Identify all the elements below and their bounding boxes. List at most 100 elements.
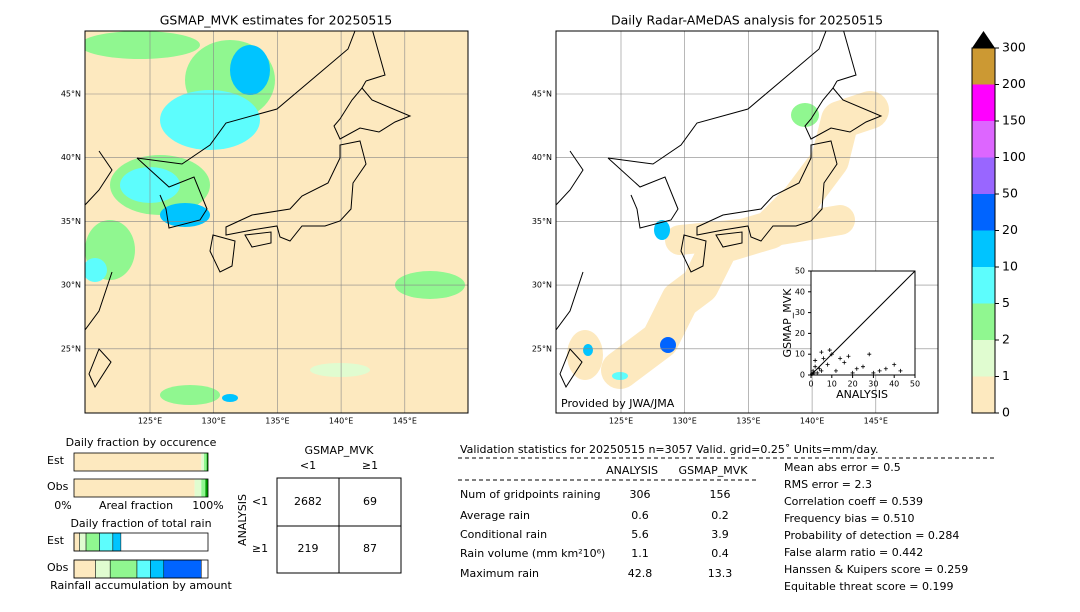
- colorbar-segment: [972, 157, 995, 194]
- scatter-point: [829, 352, 834, 357]
- colorbar-segment: [972, 194, 995, 231]
- lat-label: 30°N: [61, 281, 81, 290]
- col-label: <1: [300, 459, 316, 472]
- bar-frame: [73, 452, 209, 472]
- bar-segment: [201, 479, 206, 497]
- graticule: 45°N 40°N 35°N 30°N 25°N 125°E 130°E 135°E 140°E…: [61, 31, 468, 426]
- score: Correlation coeff = 0.539: [784, 495, 923, 508]
- score: RMS error = 2.3: [784, 478, 872, 491]
- bar-segment: [205, 479, 208, 497]
- col-title: GSMAP_MVK: [305, 444, 375, 457]
- bar-segment: [112, 532, 122, 552]
- x-tick-label: 10: [827, 380, 837, 389]
- colorbar-segment: [972, 84, 995, 121]
- colorbar-segment: [972, 340, 995, 377]
- y-tick-label: 0: [800, 371, 805, 380]
- x-tick-label: 0: [808, 380, 813, 389]
- scatter-point: [811, 368, 816, 373]
- bar-segment: [73, 532, 80, 552]
- colorbar-segment: [972, 121, 995, 158]
- score: Hanssen & Kuipers score = 0.259: [784, 563, 968, 576]
- lon-label: 135°E: [265, 417, 289, 426]
- colorbar-label: 1: [1002, 368, 1010, 383]
- lat-label: 35°N: [61, 217, 81, 226]
- lat-label: 25°N: [61, 344, 81, 353]
- scatter-point: [883, 366, 888, 371]
- bar-segment: [203, 453, 207, 471]
- y-tick-label: 50: [795, 267, 805, 276]
- col-header: GSMAP_MVK: [679, 464, 749, 477]
- bar-segment: [163, 559, 202, 579]
- stats-header: Validation statistics for 20250515 n=305…: [460, 443, 879, 456]
- colorbar-segment: [972, 230, 995, 267]
- lon-label: 125°E: [609, 417, 633, 426]
- lat-label: 45°N: [532, 90, 552, 99]
- colorbar-segment: [972, 303, 995, 340]
- lat-label: 30°N: [532, 281, 552, 290]
- axis-label: 0%: [54, 499, 71, 512]
- lon-label: 135°E: [736, 417, 760, 426]
- scatter-point: [819, 368, 824, 373]
- value: 156: [710, 488, 731, 501]
- axis-label: Areal fraction: [99, 499, 173, 512]
- lon-label: 145°E: [393, 417, 417, 426]
- value: 42.8: [628, 567, 653, 580]
- row-label: Est: [47, 454, 65, 467]
- scatter-point: [861, 364, 865, 369]
- value: 1.1: [631, 547, 649, 560]
- scatter-point: [871, 370, 876, 375]
- scatter-point: [827, 348, 832, 353]
- score: False alarm ratio = 0.442: [784, 546, 923, 559]
- scatter-point: [821, 356, 826, 361]
- colorbar-label: 150: [1002, 113, 1026, 128]
- colorbar-label: 20: [1002, 222, 1018, 237]
- scatter-point: [898, 368, 903, 373]
- scatter-point: [854, 366, 859, 371]
- diagonal: [810, 270, 916, 376]
- statistics: Validation statistics for 20250515 n=305…: [458, 443, 996, 593]
- row-label: Rain volume (mm km²10⁶): [460, 547, 605, 560]
- score: Frequency bias = 0.510: [784, 512, 915, 525]
- rain-field: [567, 91, 889, 389]
- col-header: ANALYSIS: [606, 464, 658, 477]
- value: 0.6: [631, 509, 649, 522]
- credit: Provided by JWA/JMA: [561, 397, 675, 410]
- scatter-point: [838, 356, 843, 361]
- row-label: Obs: [47, 561, 69, 574]
- value: 0.4: [711, 547, 729, 560]
- scatter-point: [815, 370, 820, 375]
- axis-label: 100%: [192, 499, 223, 512]
- cell: 69: [363, 495, 377, 508]
- x-tick-label: 20: [848, 380, 858, 389]
- lon-label: 130°E: [673, 417, 697, 426]
- row-label: <1: [252, 495, 268, 508]
- contingency-table: GSMAP_MVK <1 ≥1 ANALYSIS <1 ≥1 2682 69 2…: [236, 444, 402, 574]
- cell: 219: [298, 542, 319, 555]
- score: Equitable threat score = 0.199: [784, 580, 953, 593]
- bar-segment: [194, 479, 202, 497]
- bar-segment: [85, 532, 100, 552]
- lon-label: 130°E: [202, 417, 226, 426]
- lat-label: 35°N: [532, 217, 552, 226]
- scatter-point: [810, 371, 815, 376]
- lat-label: 40°N: [61, 153, 81, 162]
- scatter-point: [850, 370, 855, 375]
- y-tick-label: 20: [795, 329, 805, 338]
- map-frame: [555, 30, 939, 414]
- bar-segment: [73, 559, 96, 579]
- bar-segment: [95, 559, 111, 579]
- scatter-point: [817, 366, 822, 371]
- scatter-point: [813, 364, 818, 369]
- value: 0.2: [711, 509, 729, 522]
- row-label: ≥1: [252, 542, 268, 555]
- colorbar-label: 50: [1002, 186, 1018, 201]
- row-label: Conditional rain: [460, 528, 547, 541]
- bar-frame: [73, 478, 209, 498]
- row-label: Average rain: [460, 509, 530, 522]
- colorbar-label: 5: [1002, 295, 1010, 310]
- bar-segment: [150, 559, 165, 579]
- value: 13.3: [708, 567, 733, 580]
- lon-label: 145°E: [864, 417, 888, 426]
- colorbar: 0 1 2 5 10 20 50 100 150 200 300: [971, 31, 1026, 420]
- map-title: GSMAP_MVK estimates for 20250515: [160, 13, 393, 28]
